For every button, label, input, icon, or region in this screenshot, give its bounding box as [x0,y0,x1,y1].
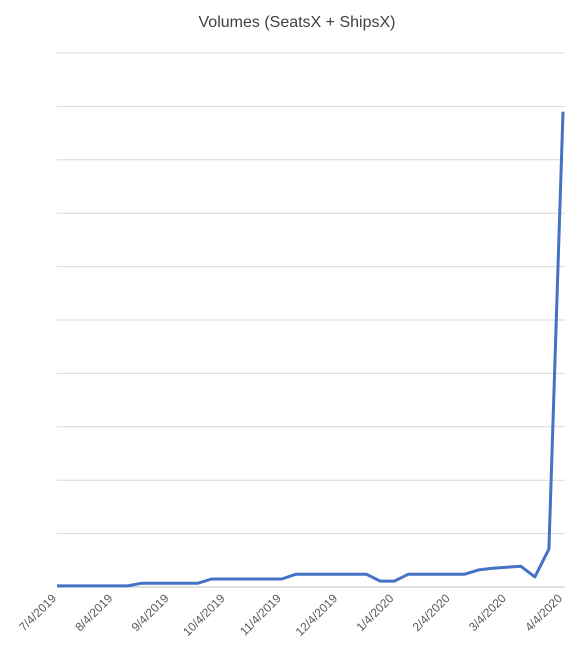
x-tick-label: 9/4/2019 [129,591,172,634]
x-tick-label: 3/4/2020 [466,591,509,634]
series-line [57,111,565,588]
x-tick-label: 1/4/2020 [354,591,397,634]
x-tick-label: 7/4/2019 [16,591,59,634]
x-tick-label: 10/4/2019 [180,591,228,639]
x-tick-label: 2/4/2020 [410,591,453,634]
x-tick-label: 12/4/2019 [293,591,341,639]
x-tick-label: 8/4/2019 [72,591,115,634]
x-tick-label: 4/4/2020 [522,591,565,634]
x-tick-label: 11/4/2019 [237,591,284,638]
chart-title: Volumes (SeatsX + ShipsX) [199,14,396,31]
